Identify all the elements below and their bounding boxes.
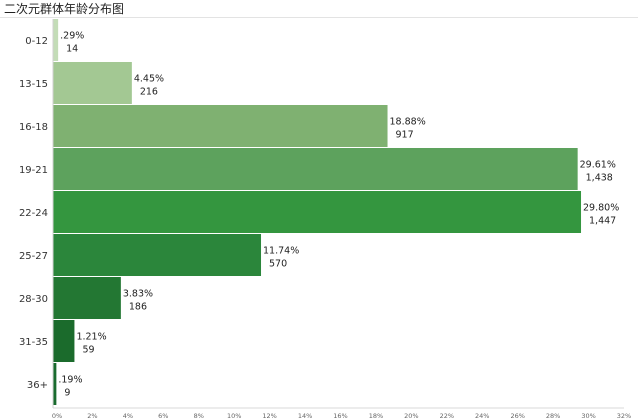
count-label: 216 (140, 87, 158, 98)
bar-22-24 (53, 191, 582, 233)
x-tick-label: 26% (510, 412, 524, 420)
bar-31-35 (53, 320, 75, 362)
count-label: 186 (129, 302, 147, 313)
x-tick-label: 2% (87, 412, 97, 420)
category-label: 36+ (27, 380, 48, 391)
category-label: 16-18 (19, 122, 48, 133)
percent-label: 3.83% (123, 289, 153, 300)
bar-13-15 (53, 62, 132, 104)
x-tick-label: 8% (194, 412, 204, 420)
count-label: 59 (82, 345, 94, 356)
bar-19-21 (53, 148, 578, 190)
x-tick-label: 4% (123, 412, 133, 420)
x-tick-label: 32% (617, 412, 631, 420)
category-label: 13-15 (19, 79, 48, 90)
chart-title: 二次元群体年龄分布图 (4, 2, 125, 16)
bar-16-18 (53, 105, 388, 147)
percent-label: 4.45% (134, 74, 164, 85)
x-tick-label: 12% (262, 412, 276, 420)
x-tick-label: 6% (158, 412, 168, 420)
count-label: 917 (396, 130, 414, 141)
value-labels: .29% 14 4.45% 216 18.88% 917 29.61% 1,438 29.80%… (58, 31, 619, 399)
x-tick-label: 14% (298, 412, 312, 420)
category-label: 19-21 (19, 165, 48, 176)
bar-28-30 (53, 277, 121, 319)
category-label: 31-35 (19, 337, 48, 348)
category-label: 0-12 (25, 36, 48, 47)
count-label: 1,438 (586, 173, 613, 184)
category-label: 22-24 (19, 208, 48, 219)
category-label: 28-30 (19, 294, 48, 305)
count-label: 570 (269, 259, 287, 270)
count-label: 1,447 (589, 216, 616, 227)
percent-label: .19% (58, 375, 82, 386)
category-labels: 0-12 13-15 16-18 19-21 22-24 25-27 28-30 31-35 3… (19, 36, 48, 391)
x-tick-label: 30% (581, 412, 595, 420)
x-tick-label: 16% (333, 412, 347, 420)
bars (53, 19, 582, 405)
x-tick-label: 24% (475, 412, 489, 420)
percent-label: .29% (60, 31, 84, 42)
bar-25-27 (53, 234, 262, 276)
x-tick-label: 18% (369, 412, 383, 420)
percent-label: 11.74% (263, 246, 299, 257)
percent-label: 18.88% (390, 117, 426, 128)
x-tick-label: 0% (52, 412, 62, 420)
percent-label: 29.61% (580, 160, 616, 171)
percent-label: 1.21% (76, 332, 106, 343)
percent-label: 29.80% (583, 203, 619, 214)
category-label: 25-27 (19, 251, 48, 262)
count-label: 14 (66, 44, 78, 55)
x-tick-label: 10% (227, 412, 241, 420)
x-axis: 0% 2% 4% 6% 8% 10% 12% 14% 16% 18% 20% 22% 24% 26% 28%… (52, 19, 631, 420)
bar-0-12 (53, 19, 59, 61)
x-tick-label: 22% (440, 412, 454, 420)
count-label: 9 (64, 388, 70, 399)
x-tick-label: 28% (546, 412, 560, 420)
title-divider (0, 17, 638, 18)
x-tick-label: 20% (404, 412, 418, 420)
bar-36+ (53, 363, 57, 405)
